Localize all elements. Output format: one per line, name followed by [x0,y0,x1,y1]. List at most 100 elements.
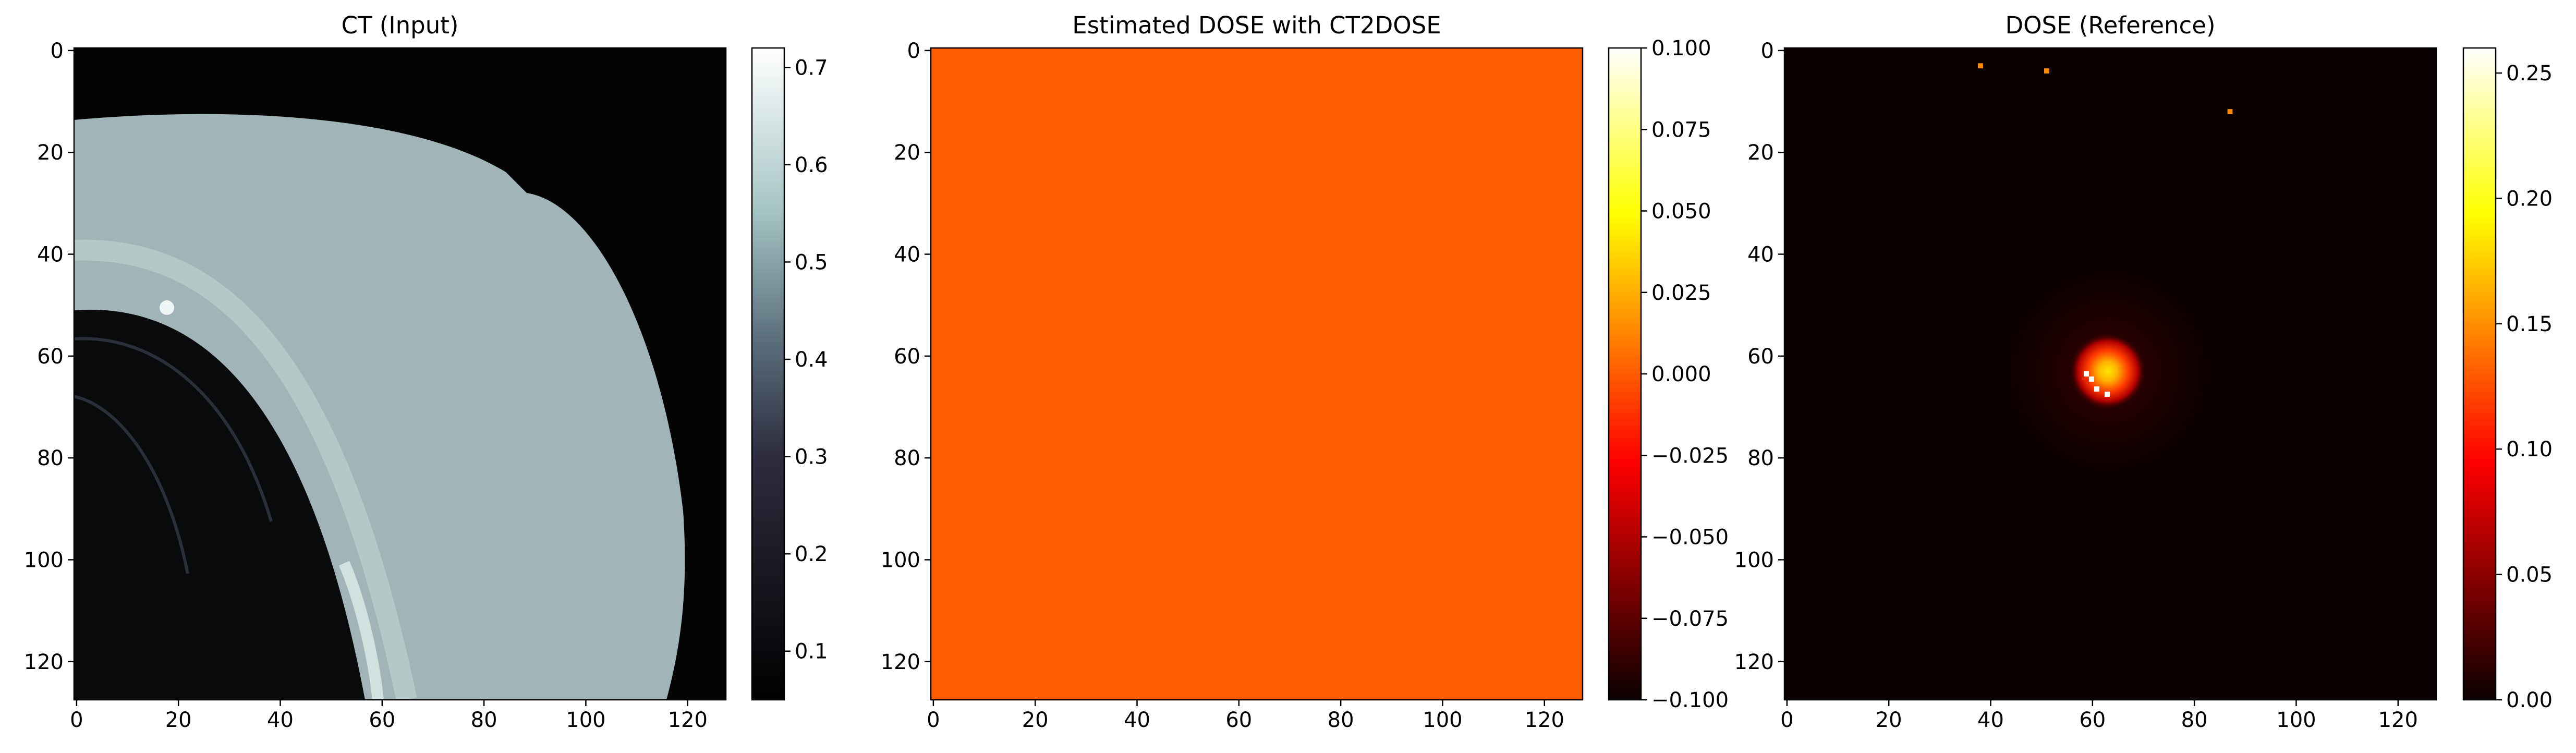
ct-colorbar: 0.1 0.2 0.3 0.4 0.5 0.6 0.7 [751,47,828,701]
colorbar-ticks: 0.00 0.05 0.10 0.15 0.20 0.25 [2496,62,2553,712]
estimated-axes-frame [930,47,1584,701]
estimated-dose-image [931,48,1583,700]
colorbar-frame [2462,47,2497,701]
reference-y-axis: 0 20 40 60 80 100 120 [1734,39,1784,674]
colorbar-tick-label: 0.10 [2506,438,2553,461]
colorbar-tick-label: 0.050 [1651,200,1711,224]
reference-hotspot-pixels [2084,371,2110,397]
y-tick-label: 120 [881,650,920,674]
y-tick-label: 80 [894,446,920,470]
x-tick-label: 80 [1328,708,1354,732]
reference-axes-frame [1783,47,2437,701]
x-tick-label: 100 [566,708,605,732]
colorbar-tick-label: 0.00 [2506,688,2553,712]
reference-isolated-pixels [1978,63,2233,114]
x-tick-label: 80 [471,708,497,732]
y-tick-label: 40 [1747,243,1774,267]
y-tick-label: 60 [1747,345,1774,369]
y-tick-label: 80 [37,446,64,470]
ct-lung-cavity [74,309,365,700]
estimated-y-axis: 0 20 40 60 80 100 120 [881,39,931,674]
panel-title: Estimated DOSE with CT2DOSE [1072,11,1441,39]
x-tick-label: 100 [1423,708,1462,732]
panel-title: DOSE (Reference) [2005,11,2215,39]
x-tick-label: 40 [267,708,294,732]
panel-ct: CT (Input) 0 20 40 60 80 100 120 0 20 40 60 80 100 1… [24,11,828,732]
x-tick-label: 60 [2079,708,2106,732]
y-tick-label: 120 [1734,650,1774,674]
colorbar-tick-label: −0.100 [1651,688,1729,712]
x-tick-label: 0 [70,708,83,732]
x-tick-label: 20 [1022,708,1049,732]
y-tick-label: 100 [881,548,920,572]
y-tick-label: 60 [37,345,64,369]
y-tick-label: 120 [24,650,64,674]
colorbar-tick-label: 0.1 [795,640,828,664]
reference-x-axis: 0 20 40 60 80 100 120 [1780,700,2418,732]
ct-axes-frame [73,47,727,701]
isolated-dose-pixel [2227,109,2233,114]
x-tick-label: 20 [165,708,192,732]
ct-x-axis: 0 20 40 60 80 100 120 [70,700,708,732]
ct-y-axis: 0 20 40 60 80 100 120 [24,39,74,674]
colorbar-tick-label: 0.7 [795,56,828,80]
isolated-dose-pixel [2044,68,2049,74]
estimated-x-axis: 0 20 40 60 80 100 120 [927,700,1564,732]
x-tick-label: 120 [1525,708,1564,732]
x-tick-label: 0 [1780,708,1793,732]
x-tick-label: 120 [668,708,708,732]
y-tick-label: 60 [894,345,920,369]
estimated-colorbar: −0.100 −0.075 −0.050 −0.025 0.000 0.025 0.050 0… [1608,37,1729,712]
colorbar-gradient [752,48,784,700]
x-tick-label: 120 [2378,708,2418,732]
x-tick-label: 60 [1225,708,1252,732]
colorbar-tick-label: 0.025 [1651,281,1711,305]
colorbar-tick-label: −0.050 [1651,526,1729,550]
reference-colorbar: 0.00 0.05 0.10 0.15 0.20 0.25 [2462,47,2553,712]
y-tick-label: 0 [907,39,920,63]
panel-reference-dose: DOSE (Reference) 0 20 40 60 80 100 120 0 20 40 60… [1734,11,2553,732]
ct-image [74,48,726,700]
y-tick-label: 80 [1747,446,1774,470]
y-tick-label: 0 [1761,39,1774,63]
colorbar-tick-label: 0.6 [795,153,828,177]
ct-bright-spot [160,300,174,315]
y-tick-label: 20 [1747,141,1774,165]
y-tick-label: 100 [1734,548,1774,572]
reference-hotspot [2070,334,2145,409]
panel-title: CT (Input) [342,11,459,39]
ct-rib [338,561,384,700]
isolated-dose-pixel [1978,63,1983,69]
y-tick-label: 40 [37,243,64,267]
colorbar-tick-label: 0.20 [2506,187,2553,211]
ct-lung-edge [74,337,273,574]
x-tick-label: 40 [1977,708,2004,732]
y-tick-label: 20 [37,141,64,165]
reference-dose-image [1784,48,2436,700]
y-tick-label: 100 [24,548,64,572]
colorbar-tick-label: 0.25 [2506,62,2553,86]
y-tick-label: 20 [894,141,920,165]
y-tick-label: 40 [894,243,920,267]
colorbar-frame [751,47,785,701]
colorbar-tick-label: −0.075 [1651,607,1729,631]
colorbar-gradient [2463,48,2496,700]
colorbar-tick-label: 0.15 [2506,312,2553,336]
x-tick-label: 40 [1124,708,1150,732]
y-tick-label: 0 [51,39,64,63]
colorbar-tick-label: 0.4 [795,348,828,372]
x-tick-label: 100 [2276,708,2316,732]
colorbar-tick-label: 0.5 [795,250,828,274]
colorbar-tick-label: 0.075 [1651,118,1711,142]
colorbar-gradient [1609,48,1641,700]
x-tick-label: 60 [369,708,395,732]
colorbar-tick-label: 0.000 [1651,362,1711,386]
colorbar-ticks: 0.1 0.2 0.3 0.4 0.5 0.6 0.7 [784,56,828,664]
colorbar-ticks: −0.100 −0.075 −0.050 −0.025 0.000 0.025 0.050 0… [1641,37,1729,712]
colorbar-tick-label: −0.025 [1651,444,1729,468]
x-tick-label: 20 [1876,708,1902,732]
colorbar-tick-label: 0.100 [1651,37,1711,60]
x-tick-label: 80 [2181,708,2208,732]
colorbar-tick-label: 0.05 [2506,563,2553,587]
